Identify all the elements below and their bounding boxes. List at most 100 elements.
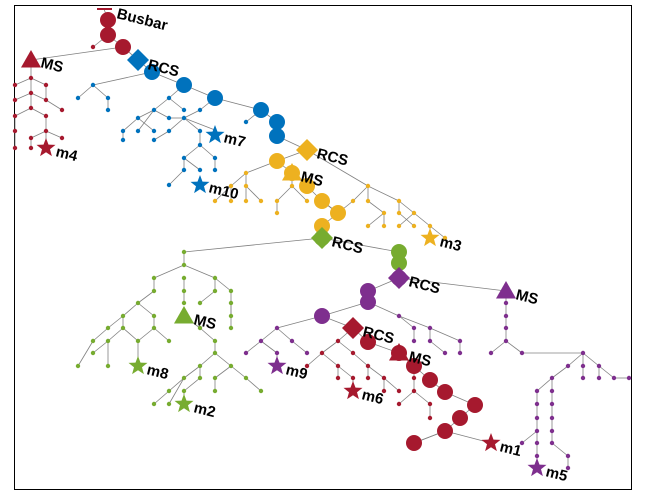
edge [183,157,201,171]
edge [183,377,201,392]
feeder-node [151,137,157,143]
feeder-node [258,198,264,204]
feeder-node [396,313,402,319]
edge [30,77,47,86]
edge [321,301,369,317]
feeder-node [519,440,525,446]
label-m7: m7 [222,129,247,151]
edge [92,327,109,342]
ms-triangle [282,163,302,181]
feeder-node [90,338,96,344]
edge [183,264,216,279]
feeder-node [181,388,187,394]
feeder-node [350,375,356,381]
edge [245,340,262,354]
feeder-node [534,440,540,446]
feeder-node [243,170,249,176]
feeder-node [304,350,310,356]
edge [214,365,232,379]
ms-triangle [174,306,194,324]
edge [214,185,232,202]
bus-node [144,64,160,80]
edge [168,117,185,132]
label-m8: m8 [145,361,170,383]
edge [183,117,201,132]
nodes-layer [12,8,632,477]
edge [398,315,415,329]
bus-node [360,283,376,299]
feeder-node [411,388,417,394]
feeder-node [28,90,34,96]
feeder-node [28,75,34,81]
plot-frame [14,5,632,490]
edge [122,117,139,132]
edge [383,377,400,392]
feeder-node [411,223,417,229]
feeder-node [549,415,555,421]
edge [183,237,323,253]
edge [168,97,185,111]
bus-node [100,27,116,43]
edge [153,390,170,405]
load-star [205,125,225,144]
edge [92,340,109,354]
edge [337,340,354,354]
load-star [527,458,547,477]
edge [168,377,185,405]
feeder-node [151,275,157,281]
edge [429,225,446,239]
label-busbar: Busbar [115,5,169,34]
feeder-node [396,223,402,229]
feeder-node [181,275,187,281]
feeder-node [411,375,417,381]
bus-node [299,178,315,194]
feeder-node [90,44,96,50]
edge [230,365,247,379]
edge [260,340,278,354]
feeder-node [166,128,172,134]
feeder-node [212,198,218,204]
feeder-node [335,363,341,369]
edge [505,340,523,354]
feeder-node [228,300,234,306]
feeder-node [549,428,555,434]
feeder-node [43,128,49,134]
feeder-node [396,401,402,407]
edge [306,149,369,187]
bus-node [314,193,330,209]
edge [30,92,47,101]
feeder-node [212,275,218,281]
feeder-node [457,350,463,356]
edge [429,340,446,354]
bus-node [253,102,269,118]
bus-node [314,308,330,324]
feeder-node [427,325,433,331]
feeder-node [43,97,49,103]
edge [367,212,385,227]
label-ms-green: MS [192,311,218,333]
feeder-node [151,401,157,407]
label-m10: m10 [207,179,240,203]
edge [30,107,47,117]
feeder-node [212,338,218,344]
bus-node [207,90,223,106]
edge [137,327,155,342]
load-star [36,138,56,157]
feeder-node [534,453,540,459]
feeder-node [197,325,203,331]
feeder-node [411,338,417,344]
feeder-node [243,198,249,204]
load-star [420,228,440,247]
edge [291,340,308,354]
edge [276,327,293,342]
feeder-node [365,183,371,189]
feeder-node [166,95,172,101]
edge [137,109,155,119]
feeder-node [396,388,402,394]
bus-node [406,435,422,451]
edge [398,315,431,329]
feeder-node [350,350,356,356]
label-m9: m9 [284,361,309,383]
rcs-diamond [296,139,318,161]
feeder-node [427,415,433,421]
